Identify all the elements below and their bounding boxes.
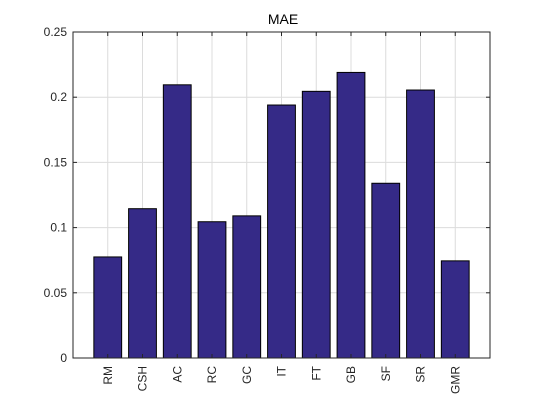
y-tick-label: 0.05 [44, 286, 68, 300]
y-tick-label: 0.2 [50, 90, 67, 104]
chart-title: MAE [268, 11, 298, 27]
x-tick-label-gc: GC [240, 366, 254, 384]
x-tick-label-ft: FT [309, 365, 323, 380]
y-tick-label: 0 [60, 351, 67, 365]
bar-ac [162, 84, 192, 359]
bar-gb [336, 71, 366, 359]
x-tick-label-sf: SF [379, 366, 393, 381]
bar-gc [232, 215, 262, 359]
y-tick-label: 0.15 [44, 155, 68, 169]
bar-rc [197, 221, 227, 359]
x-tick-label-gmr: GMR [448, 366, 462, 394]
x-tick-label-ac: AC [170, 366, 184, 383]
bar-sf [371, 182, 401, 359]
x-tick-label-rm: RM [101, 366, 115, 385]
bar-ft [301, 90, 331, 359]
y-axis-ticks: 0 0.05 0.1 0.15 0.2 0.25 [44, 25, 490, 365]
y-tick-label: 0.1 [50, 221, 67, 235]
x-tick-label-sr: SR [414, 366, 428, 383]
y-tick-label: 0.25 [44, 25, 68, 39]
bar-sr [406, 89, 435, 359]
x-tick-label-csh: CSH [136, 366, 150, 391]
x-tick-label-rc: RC [205, 366, 219, 384]
bar-gmr [440, 260, 470, 359]
bar-csh [128, 208, 157, 359]
x-tick-label-gb: GB [344, 366, 358, 383]
x-tick-label-it: IT [275, 365, 289, 376]
bar-it [267, 104, 296, 359]
bar-rm [93, 256, 123, 359]
bar-series [93, 71, 470, 359]
x-axis-ticks: RM CSH AC RC GC IT FT GB SF SR GMR [101, 32, 462, 394]
